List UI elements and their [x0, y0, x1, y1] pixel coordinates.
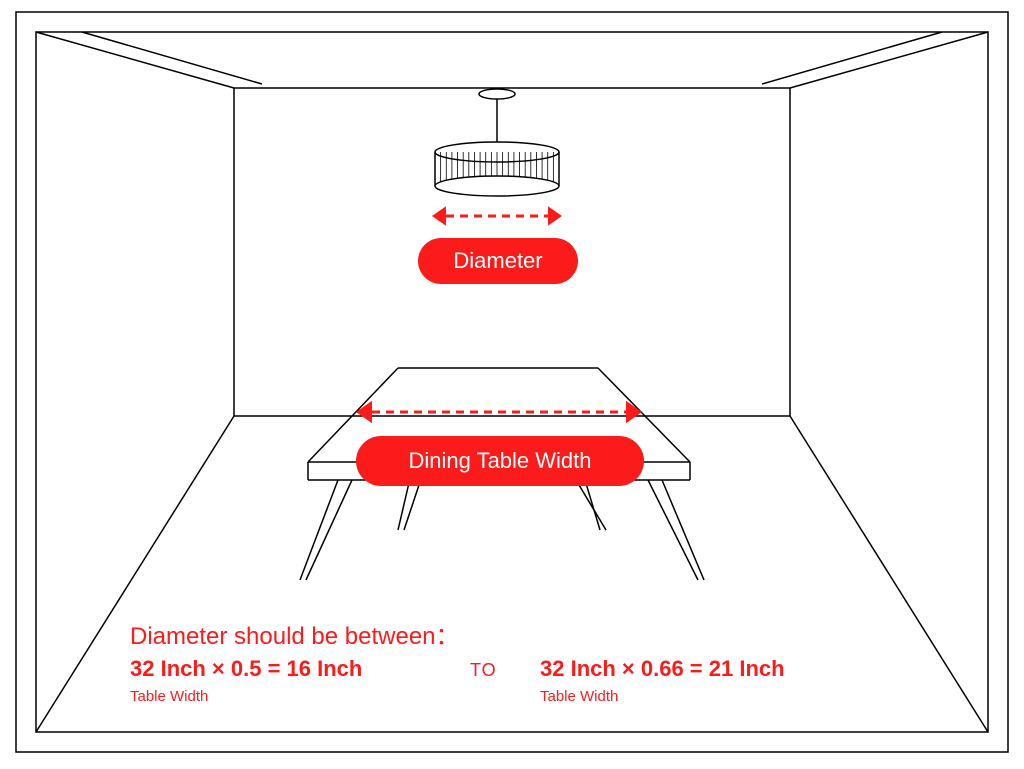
diameter-label: Diameter: [453, 248, 542, 274]
table-width-pill: Dining Table Width: [356, 436, 644, 486]
formula-left: 32 Inch × 0.5 = 16 Inch: [130, 656, 362, 682]
formula-right: 32 Inch × 0.66 = 21 Inch: [540, 656, 785, 682]
sublabel-left: Table Width: [130, 688, 208, 705]
diameter-pill: Diameter: [418, 238, 578, 284]
formula-heading: Diameter should be between：: [130, 616, 460, 651]
sublabel-right: Table Width: [540, 688, 618, 705]
diagram-canvas: Diameter Dining Table Width Diameter sho…: [0, 0, 1024, 764]
to-label: TO: [470, 660, 497, 681]
table-width-label: Dining Table Width: [408, 448, 591, 474]
